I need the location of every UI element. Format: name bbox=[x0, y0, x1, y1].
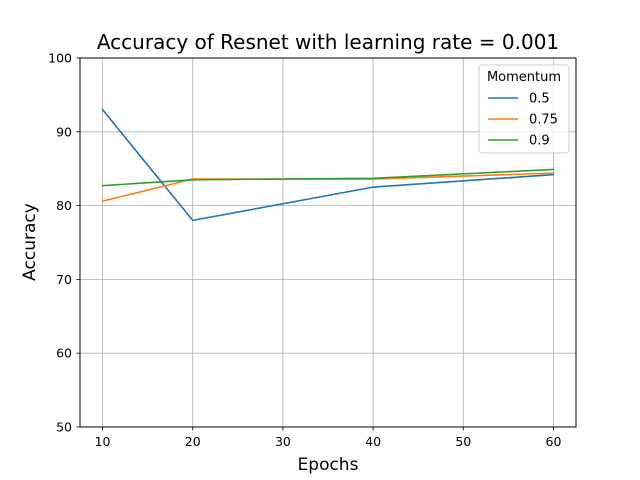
chart-title: Accuracy of Resnet with learning rate = … bbox=[97, 30, 559, 54]
legend-title: Momentum bbox=[487, 70, 561, 85]
legend-items: 0.5 0.75 0.9 bbox=[488, 92, 558, 149]
series-layer bbox=[101, 108, 555, 222]
y-tick-label: 50 bbox=[56, 420, 72, 435]
y-tick-label: 60 bbox=[56, 346, 72, 361]
x-tick-label: 60 bbox=[546, 434, 562, 449]
y-axis-label: Accuracy bbox=[20, 203, 40, 281]
legend-label: 0.5 bbox=[529, 92, 550, 107]
legend-label: 0.75 bbox=[529, 113, 558, 128]
series-line-0-9 bbox=[101, 168, 555, 187]
y-axis-ticks: 50 60 70 80 90 100 bbox=[48, 51, 80, 435]
x-tick-label: 30 bbox=[275, 434, 291, 449]
x-tick-label: 40 bbox=[365, 434, 381, 449]
x-axis-label: Epochs bbox=[298, 455, 359, 475]
y-tick-label: 80 bbox=[56, 198, 72, 213]
legend-label: 0.9 bbox=[529, 134, 550, 149]
x-tick-label: 50 bbox=[455, 434, 471, 449]
y-tick-label: 70 bbox=[56, 272, 72, 287]
x-tick-label: 20 bbox=[185, 434, 201, 449]
y-tick-label: 100 bbox=[48, 51, 72, 66]
y-tick-label: 90 bbox=[56, 124, 72, 139]
x-tick-label: 10 bbox=[95, 434, 111, 449]
legend: Momentum 0.5 0.75 0.9 bbox=[478, 64, 570, 154]
x-axis-ticks: 10 20 30 40 50 60 bbox=[95, 427, 562, 449]
plot-frame bbox=[79, 57, 577, 428]
series-line-0-5 bbox=[101, 108, 555, 222]
series-line-0-75 bbox=[101, 172, 555, 203]
legend-box bbox=[478, 64, 570, 154]
